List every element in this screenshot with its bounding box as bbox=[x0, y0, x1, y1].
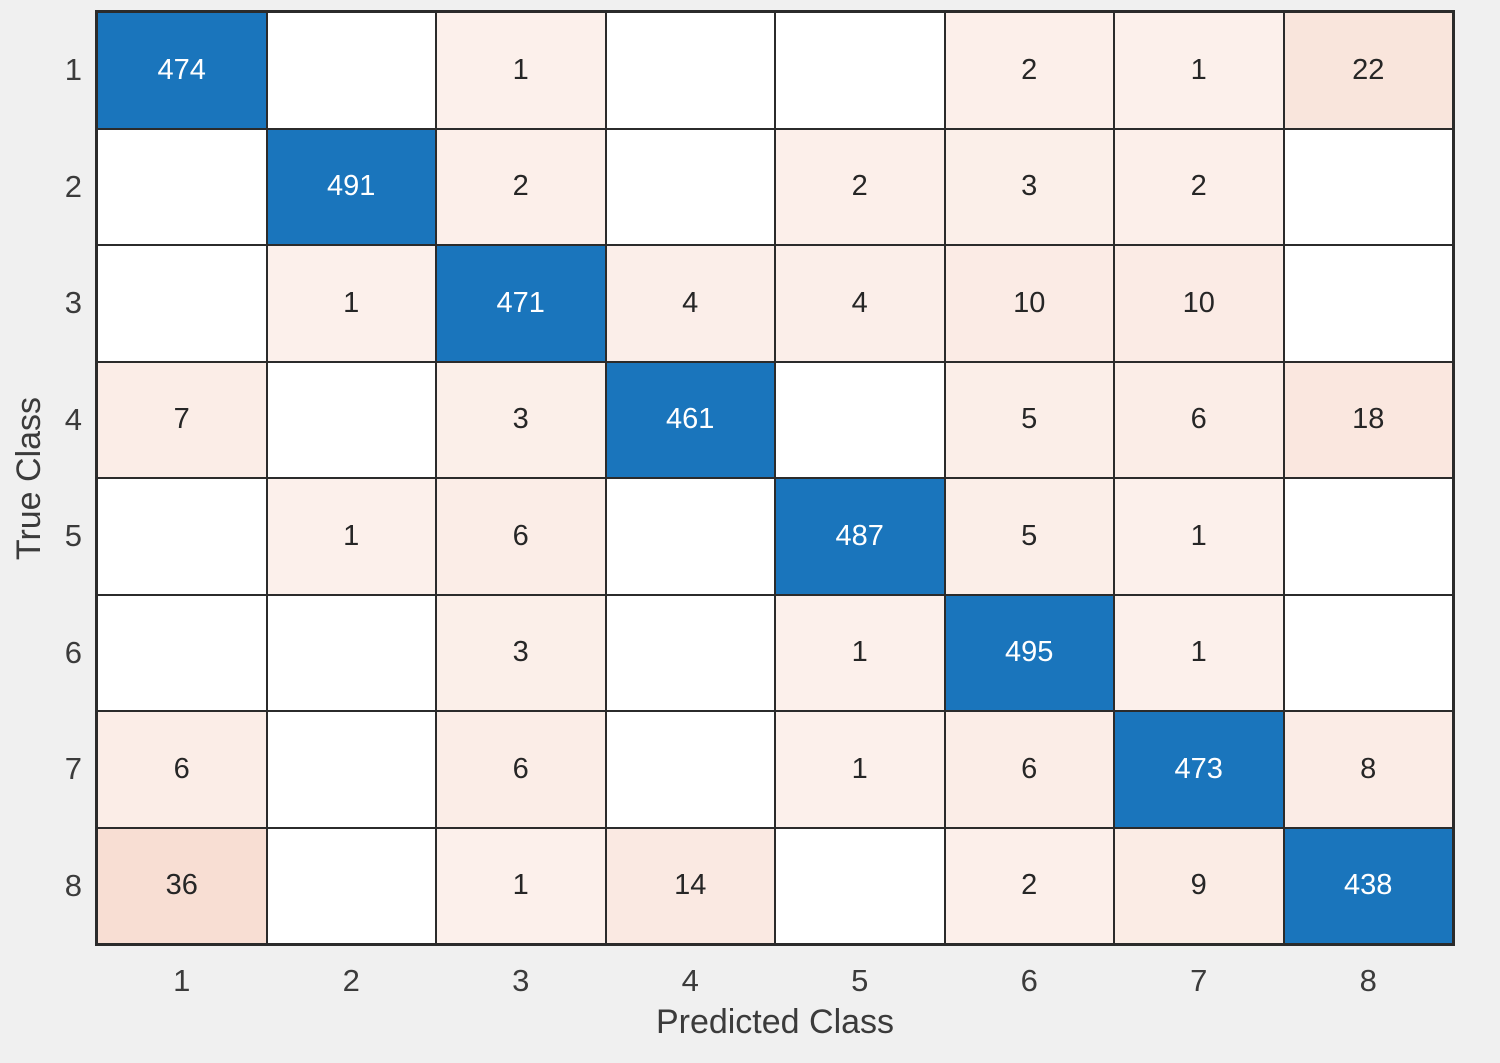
matrix-cell-r6c2 bbox=[267, 595, 435, 710]
matrix-cell-r3c5: 4 bbox=[776, 246, 944, 361]
x-axis-label: Predicted Class bbox=[655, 1003, 895, 1041]
matrix-cell-r3c8 bbox=[1284, 246, 1452, 361]
confusion-matrix-grid: 474 1 2 1 22 491 2 2 3 2 1 471 4 4 10 10 7 3 461 5 6 18 1 6 487 5… bbox=[95, 10, 1455, 946]
matrix-cell-r3c6: 10 bbox=[945, 246, 1113, 361]
y-tick-2: 2 bbox=[64, 168, 82, 204]
matrix-cell-r1c2 bbox=[267, 13, 435, 128]
matrix-cell-r6c4 bbox=[606, 595, 774, 710]
y-tick-1: 1 bbox=[64, 52, 82, 88]
y-tick-7: 7 bbox=[64, 751, 82, 787]
matrix-cell-r1c6: 2 bbox=[945, 13, 1113, 128]
matrix-cell-r3c1 bbox=[98, 246, 266, 361]
matrix-cell-r2c8 bbox=[1284, 129, 1452, 244]
matrix-cell-r6c1 bbox=[98, 595, 266, 710]
y-axis-ticks: 1 2 3 4 5 6 7 8 bbox=[0, 10, 82, 946]
matrix-cell-r2c4 bbox=[606, 129, 774, 244]
matrix-cell-r6c7: 1 bbox=[1115, 595, 1283, 710]
matrix-cell-r5c8 bbox=[1284, 479, 1452, 594]
matrix-cell-r1c1: 474 bbox=[98, 13, 266, 128]
matrix-cell-r2c5: 2 bbox=[776, 129, 944, 244]
matrix-cell-r3c4: 4 bbox=[606, 246, 774, 361]
matrix-cell-r8c3: 1 bbox=[437, 828, 605, 943]
x-tick-4: 4 bbox=[681, 963, 699, 998]
matrix-cell-r1c3: 1 bbox=[437, 13, 605, 128]
matrix-cell-r2c2: 491 bbox=[267, 129, 435, 244]
matrix-cell-r7c2 bbox=[267, 712, 435, 827]
x-axis-ticks: 1 2 3 4 5 6 7 8 bbox=[95, 950, 1455, 1012]
matrix-cell-r5c3: 6 bbox=[437, 479, 605, 594]
matrix-cell-r2c7: 2 bbox=[1115, 129, 1283, 244]
y-tick-8: 8 bbox=[64, 867, 82, 903]
matrix-cell-r8c2 bbox=[267, 828, 435, 943]
matrix-cell-r8c8: 438 bbox=[1284, 828, 1452, 943]
matrix-cell-r7c5: 1 bbox=[776, 712, 944, 827]
matrix-cell-r4c6: 5 bbox=[945, 362, 1113, 477]
y-tick-3: 3 bbox=[64, 285, 82, 321]
matrix-cell-r4c1: 7 bbox=[98, 362, 266, 477]
matrix-cell-r4c3: 3 bbox=[437, 362, 605, 477]
matrix-cell-r5c7: 1 bbox=[1115, 479, 1283, 594]
matrix-cell-r1c8: 22 bbox=[1284, 13, 1452, 128]
matrix-cell-r2c1 bbox=[98, 129, 266, 244]
y-tick-6: 6 bbox=[64, 634, 82, 670]
x-tick-1: 1 bbox=[173, 963, 191, 998]
matrix-cell-r6c6: 495 bbox=[945, 595, 1113, 710]
matrix-cell-r5c5: 487 bbox=[776, 479, 944, 594]
matrix-cell-r7c7: 473 bbox=[1115, 712, 1283, 827]
matrix-cell-r7c8: 8 bbox=[1284, 712, 1452, 827]
matrix-cell-r4c7: 6 bbox=[1115, 362, 1283, 477]
matrix-cell-r8c4: 14 bbox=[606, 828, 774, 943]
matrix-cell-r4c8: 18 bbox=[1284, 362, 1452, 477]
matrix-cell-r4c4: 461 bbox=[606, 362, 774, 477]
x-tick-8: 8 bbox=[1359, 963, 1377, 998]
matrix-cell-r1c7: 1 bbox=[1115, 13, 1283, 128]
matrix-cell-r6c8 bbox=[1284, 595, 1452, 710]
matrix-cell-r5c2: 1 bbox=[267, 479, 435, 594]
matrix-cell-r8c7: 9 bbox=[1115, 828, 1283, 943]
x-tick-3: 3 bbox=[512, 963, 530, 998]
x-tick-2: 2 bbox=[342, 963, 360, 998]
matrix-cell-r1c5 bbox=[776, 13, 944, 128]
matrix-cell-r5c1 bbox=[98, 479, 266, 594]
matrix-cell-r7c1: 6 bbox=[98, 712, 266, 827]
matrix-cell-r1c4 bbox=[606, 13, 774, 128]
matrix-cell-r7c3: 6 bbox=[437, 712, 605, 827]
matrix-cell-r3c3: 471 bbox=[437, 246, 605, 361]
matrix-cell-r2c6: 3 bbox=[945, 129, 1113, 244]
matrix-cell-r2c3: 2 bbox=[437, 129, 605, 244]
matrix-cell-r6c3: 3 bbox=[437, 595, 605, 710]
matrix-cell-r8c5 bbox=[776, 828, 944, 943]
matrix-cell-r8c6: 2 bbox=[945, 828, 1113, 943]
matrix-cell-r8c1: 36 bbox=[98, 828, 266, 943]
matrix-cell-r5c6: 5 bbox=[945, 479, 1113, 594]
x-tick-7: 7 bbox=[1190, 963, 1208, 998]
matrix-cell-r6c5: 1 bbox=[776, 595, 944, 710]
matrix-cell-r7c4 bbox=[606, 712, 774, 827]
matrix-cell-r4c5 bbox=[776, 362, 944, 477]
matrix-cell-r3c2: 1 bbox=[267, 246, 435, 361]
x-tick-5: 5 bbox=[851, 963, 869, 998]
matrix-cell-r7c6: 6 bbox=[945, 712, 1113, 827]
matrix-cell-r5c4 bbox=[606, 479, 774, 594]
y-tick-4: 4 bbox=[64, 401, 82, 437]
matrix-cell-r3c7: 10 bbox=[1115, 246, 1283, 361]
x-tick-6: 6 bbox=[1020, 963, 1038, 998]
y-tick-5: 5 bbox=[64, 518, 82, 554]
matrix-cell-r4c2 bbox=[267, 362, 435, 477]
